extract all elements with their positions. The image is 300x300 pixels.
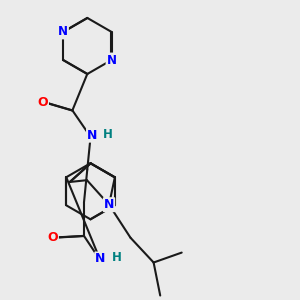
Text: N: N bbox=[104, 198, 114, 211]
Text: H: H bbox=[112, 251, 122, 265]
Text: N: N bbox=[87, 129, 98, 142]
Text: N: N bbox=[95, 253, 106, 266]
Text: O: O bbox=[47, 231, 58, 244]
Text: N: N bbox=[58, 26, 68, 38]
Text: N: N bbox=[106, 53, 117, 67]
Text: H: H bbox=[103, 128, 113, 141]
Text: O: O bbox=[38, 96, 48, 109]
